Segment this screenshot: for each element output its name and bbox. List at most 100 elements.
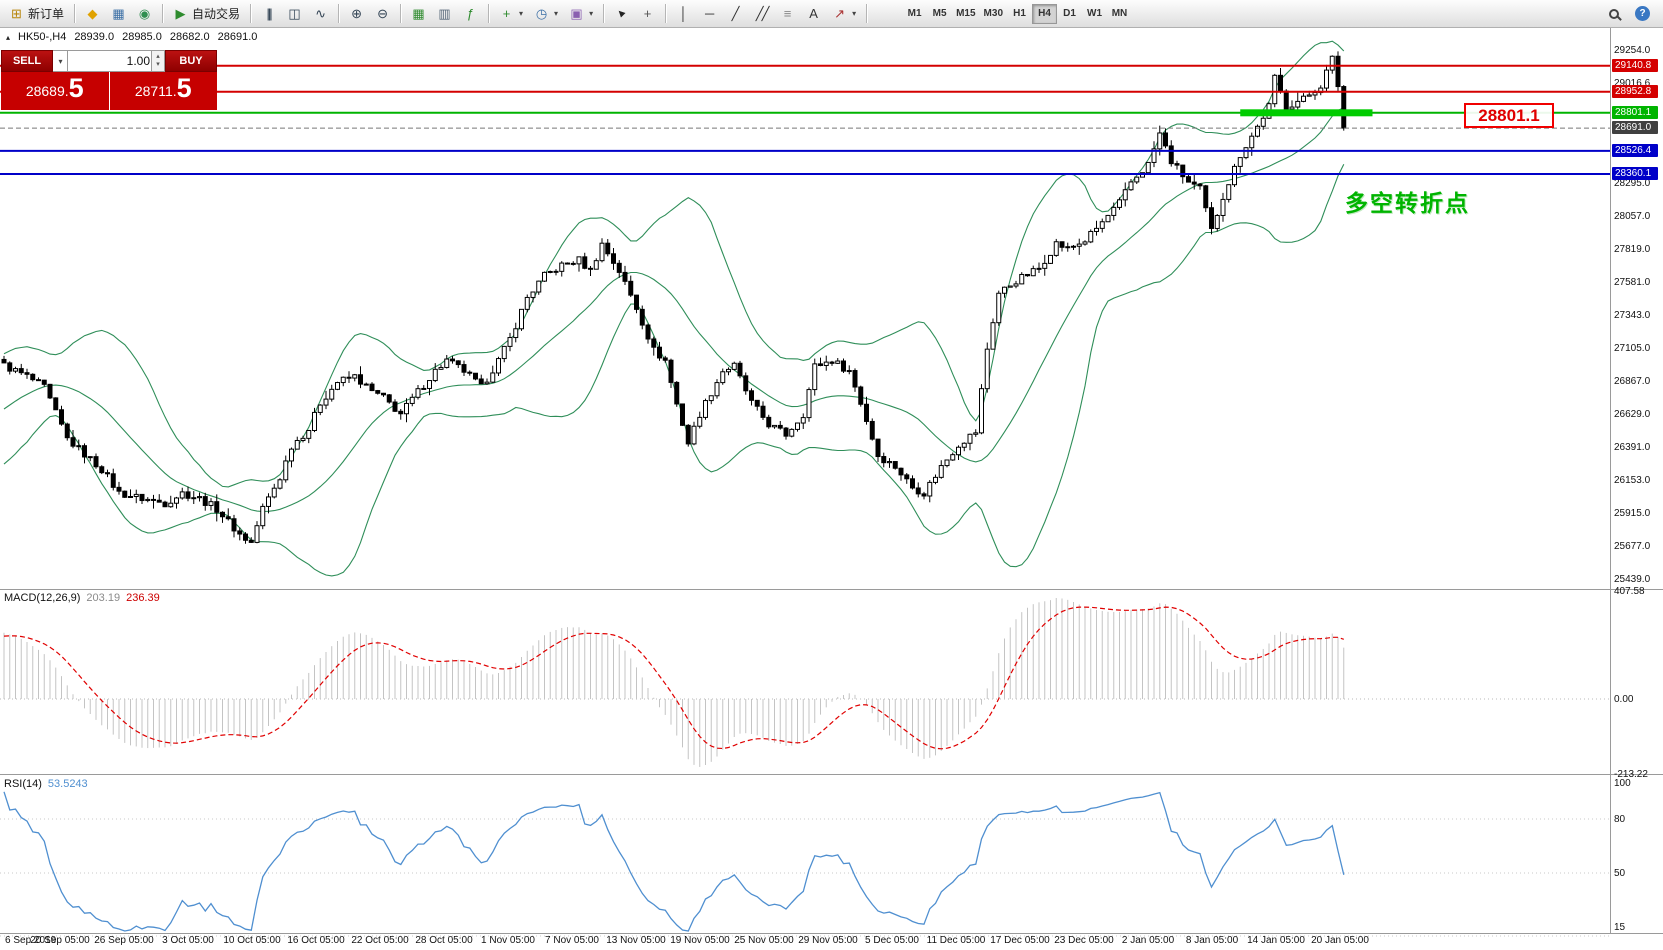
horizontal-line-button[interactable]: ─ — [697, 3, 722, 25]
volume-spinner[interactable]: ▴ ▾ — [151, 50, 165, 72]
template-icon: ▣ — [570, 6, 583, 21]
price-level-callout[interactable]: 28801.1 — [1464, 103, 1554, 128]
volume-value: 1.00 — [126, 54, 150, 68]
symbol-period-label: HK50-,H4 — [18, 31, 67, 43]
periods-icon: ◷ — [535, 6, 548, 21]
toolbar-separator — [866, 4, 868, 23]
macd-value-1: 203.19 — [86, 592, 121, 604]
timeframe-h1[interactable]: H1 — [1007, 4, 1032, 24]
chevron-down-icon: ▾ — [852, 9, 857, 18]
expert-button[interactable]: ◆ — [80, 3, 105, 25]
bars-chart-icon: ||| — [266, 6, 272, 21]
chevron-down-icon: ▾ — [58, 56, 63, 66]
timeframe-w1[interactable]: W1 — [1082, 4, 1107, 24]
text-icon: A — [809, 6, 818, 21]
buy-button[interactable]: BUY — [165, 50, 217, 72]
tile-windows-button[interactable]: ▥ — [432, 3, 457, 25]
cursor-button[interactable]: ▲ — [609, 3, 634, 25]
timeframe-mn[interactable]: MN — [1107, 4, 1132, 24]
horizontal-line-icon: ─ — [704, 6, 715, 21]
timeframe-m1[interactable]: M1 — [902, 4, 927, 24]
trendline-icon: ╱ — [731, 6, 740, 21]
toolbar-separator — [400, 4, 402, 23]
chart-header: ▴ HK50-,H4 28939.0 28985.0 28682.0 28691… — [6, 31, 257, 43]
vertical-line-button[interactable]: │ — [671, 3, 696, 25]
crosshair-button[interactable]: + — [635, 3, 660, 25]
bollinger-bands — [3, 40, 1345, 577]
chevron-down-icon: ▾ — [519, 9, 524, 18]
fibonacci-button[interactable]: ≡ — [775, 3, 800, 25]
help-button[interactable]: ? — [1630, 3, 1655, 25]
zoom-in-button[interactable]: ⊕ — [344, 3, 369, 25]
sell-button[interactable]: SELL — [1, 50, 53, 72]
rsi-panel-label: RSI(14) 53.5243 — [4, 778, 88, 790]
volume-input[interactable]: 1.00 — [68, 50, 151, 72]
panel-separators — [0, 28, 1663, 934]
collapse-icon[interactable]: ▴ — [6, 32, 11, 42]
toolbar-right-group: ? — [1604, 3, 1659, 25]
trendline-button[interactable]: ╱ — [723, 3, 748, 25]
volume-preset-dropdown[interactable]: ▾ — [53, 50, 68, 72]
ohlc-low: 28682.0 — [169, 31, 210, 43]
toolbar-separator — [250, 4, 252, 23]
search-button[interactable] — [1604, 3, 1624, 25]
zoom-in-icon: ⊕ — [351, 6, 362, 21]
template-button[interactable]: ▣ ▾ — [564, 3, 598, 25]
timeframe-m15[interactable]: M15 — [952, 4, 979, 24]
expert-icon: ◆ — [87, 6, 98, 21]
autotrading-button[interactable]: ▶ 自动交易 — [168, 3, 245, 25]
timeframe-d1[interactable]: D1 — [1057, 4, 1082, 24]
toolbar-separator — [603, 4, 605, 23]
macd-value-2: 236.39 — [126, 592, 160, 604]
autotrading-icon: ▶ — [175, 6, 186, 21]
level-lines[interactable] — [0, 64, 1610, 175]
new-order-icon: ⊞ — [11, 6, 22, 21]
timeframe-m30[interactable]: M30 — [980, 4, 1007, 24]
candlesticks — [1, 51, 1347, 544]
toolbar-separator — [338, 4, 340, 23]
autotrading-label: 自动交易 — [192, 7, 241, 21]
grid-button[interactable]: ▦ — [406, 3, 431, 25]
spinner-down-icon[interactable]: ▾ — [156, 61, 160, 68]
top-toolbar: ⊞ 新订单 ◆ ▦ ◉ ▶ 自动交易 ||| ◫ ∿ ⊕ ⊖ ▦ ▥ ƒ + ▾ … — [0, 0, 1663, 28]
spinner-up-icon[interactable]: ▴ — [156, 53, 160, 60]
buy-price[interactable]: 28711. 5 — [109, 72, 217, 110]
line-chart-button[interactable]: ∿ — [308, 3, 333, 25]
buy-price-main: 28711. — [134, 83, 177, 99]
rsi-name: RSI(14) — [4, 778, 42, 790]
toolbar-separator — [665, 4, 667, 23]
buy-price-big-digit: 5 — [176, 73, 192, 103]
add-indicator-button[interactable]: + ▾ — [494, 3, 528, 25]
bars-chart-button[interactable]: ||| — [256, 3, 281, 25]
navigator-button[interactable]: ◉ — [132, 3, 157, 25]
sell-price-big-digit: 5 — [68, 73, 84, 103]
data-window-button[interactable]: ▦ — [106, 3, 131, 25]
macd-panel-label: MACD(12,26,9) 203.19 236.39 — [4, 592, 160, 604]
arrows-button[interactable]: ↗ ▾ — [827, 3, 861, 25]
sell-price[interactable]: 28689. 5 — [1, 72, 109, 110]
macd-name: MACD(12,26,9) — [4, 592, 81, 604]
text-button[interactable]: A — [801, 3, 826, 25]
navigator-icon: ◉ — [138, 6, 151, 21]
rsi-plot — [0, 791, 1610, 937]
periods-button[interactable]: ◷ ▾ — [529, 3, 563, 25]
zoom-out-button[interactable]: ⊖ — [370, 3, 395, 25]
indicators-icon: ƒ — [466, 6, 475, 21]
candle-chart-icon: ◫ — [288, 6, 301, 21]
timeframe-h4[interactable]: H4 — [1032, 3, 1057, 24]
indicators-button[interactable]: ƒ — [458, 3, 483, 25]
arrows-icon: ↗ — [834, 6, 846, 21]
toolbar-separator — [488, 4, 490, 23]
channel-button[interactable]: ╱╱ — [749, 3, 774, 25]
timeframe-m5[interactable]: M5 — [927, 4, 952, 24]
add-indicator-icon: + — [502, 6, 511, 21]
data-window-icon: ▦ — [112, 6, 125, 21]
price-level-value: 28801.1 — [1478, 105, 1540, 125]
chevron-down-icon: ▾ — [589, 9, 594, 18]
macd-plot — [0, 598, 1610, 767]
crosshair-icon: + — [643, 6, 652, 21]
new-order-button[interactable]: ⊞ 新订单 — [4, 3, 69, 25]
candle-chart-button[interactable]: ◫ — [282, 3, 307, 25]
